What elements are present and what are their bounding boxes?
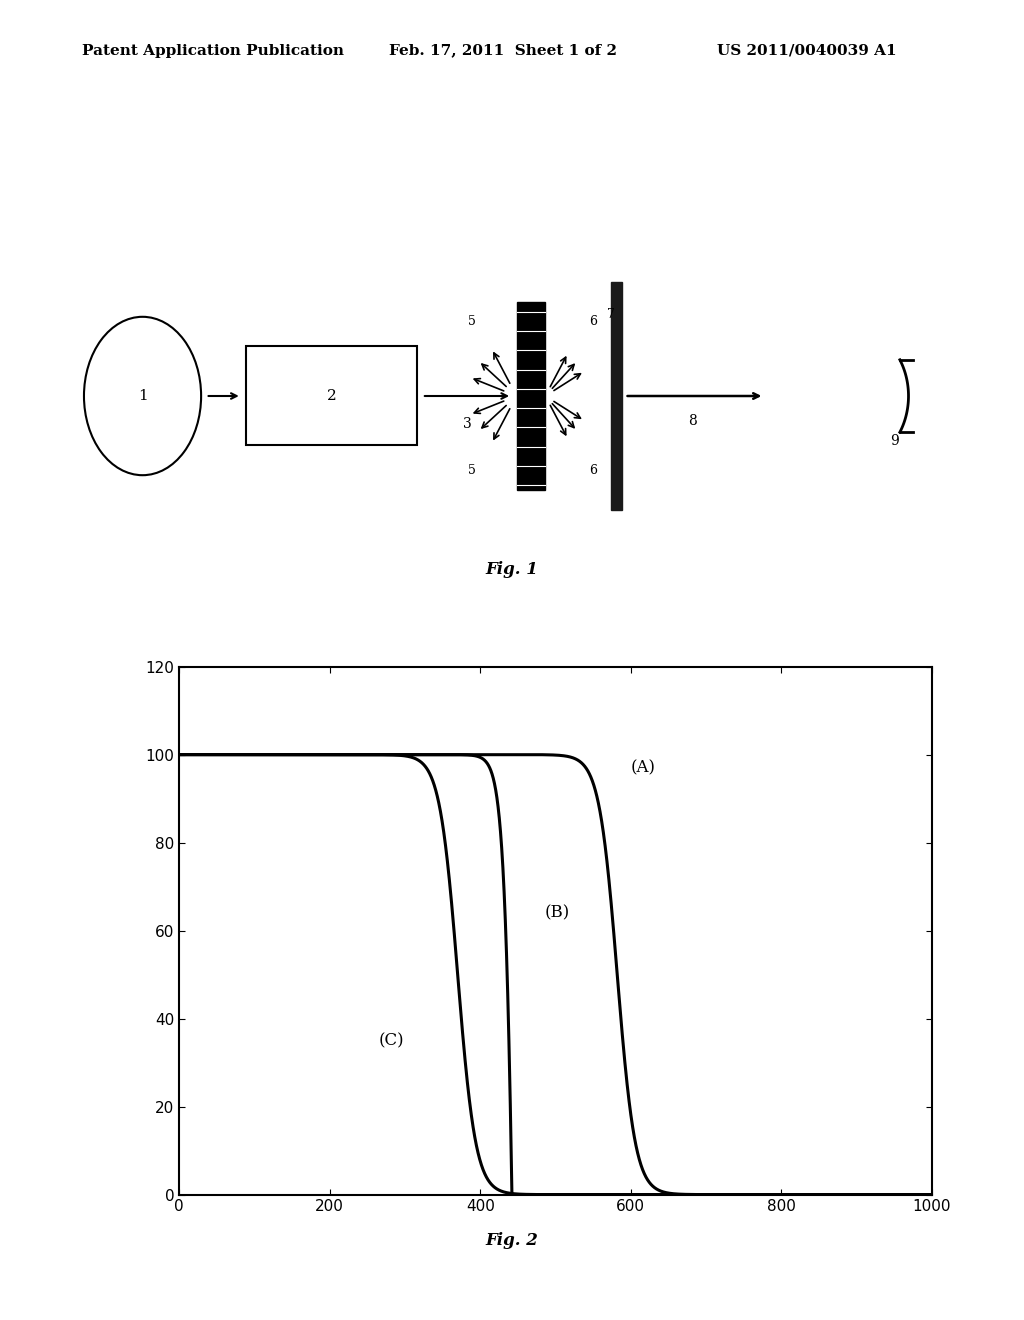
Bar: [246, 346, 418, 445]
Text: 1: 1: [137, 389, 147, 403]
Text: (B): (B): [544, 904, 569, 921]
Bar: [611, 282, 622, 510]
Text: Patent Application Publication: Patent Application Publication: [82, 44, 344, 58]
Text: 6: 6: [589, 463, 597, 477]
Text: 5: 5: [468, 463, 475, 477]
Text: 2: 2: [327, 389, 337, 403]
Text: 3: 3: [463, 417, 471, 430]
Text: (A): (A): [631, 759, 655, 776]
Text: 9: 9: [891, 433, 899, 447]
Text: 8: 8: [688, 413, 696, 428]
Text: (C): (C): [379, 1032, 404, 1049]
Text: US 2011/0040039 A1: US 2011/0040039 A1: [717, 44, 896, 58]
Text: Fig. 1: Fig. 1: [485, 561, 539, 578]
Bar: [516, 302, 546, 490]
Text: 5: 5: [468, 315, 475, 329]
Text: Fig. 2: Fig. 2: [485, 1233, 539, 1249]
Text: 6: 6: [589, 315, 597, 329]
Text: Feb. 17, 2011  Sheet 1 of 2: Feb. 17, 2011 Sheet 1 of 2: [389, 44, 617, 58]
Text: 7: 7: [607, 309, 615, 321]
